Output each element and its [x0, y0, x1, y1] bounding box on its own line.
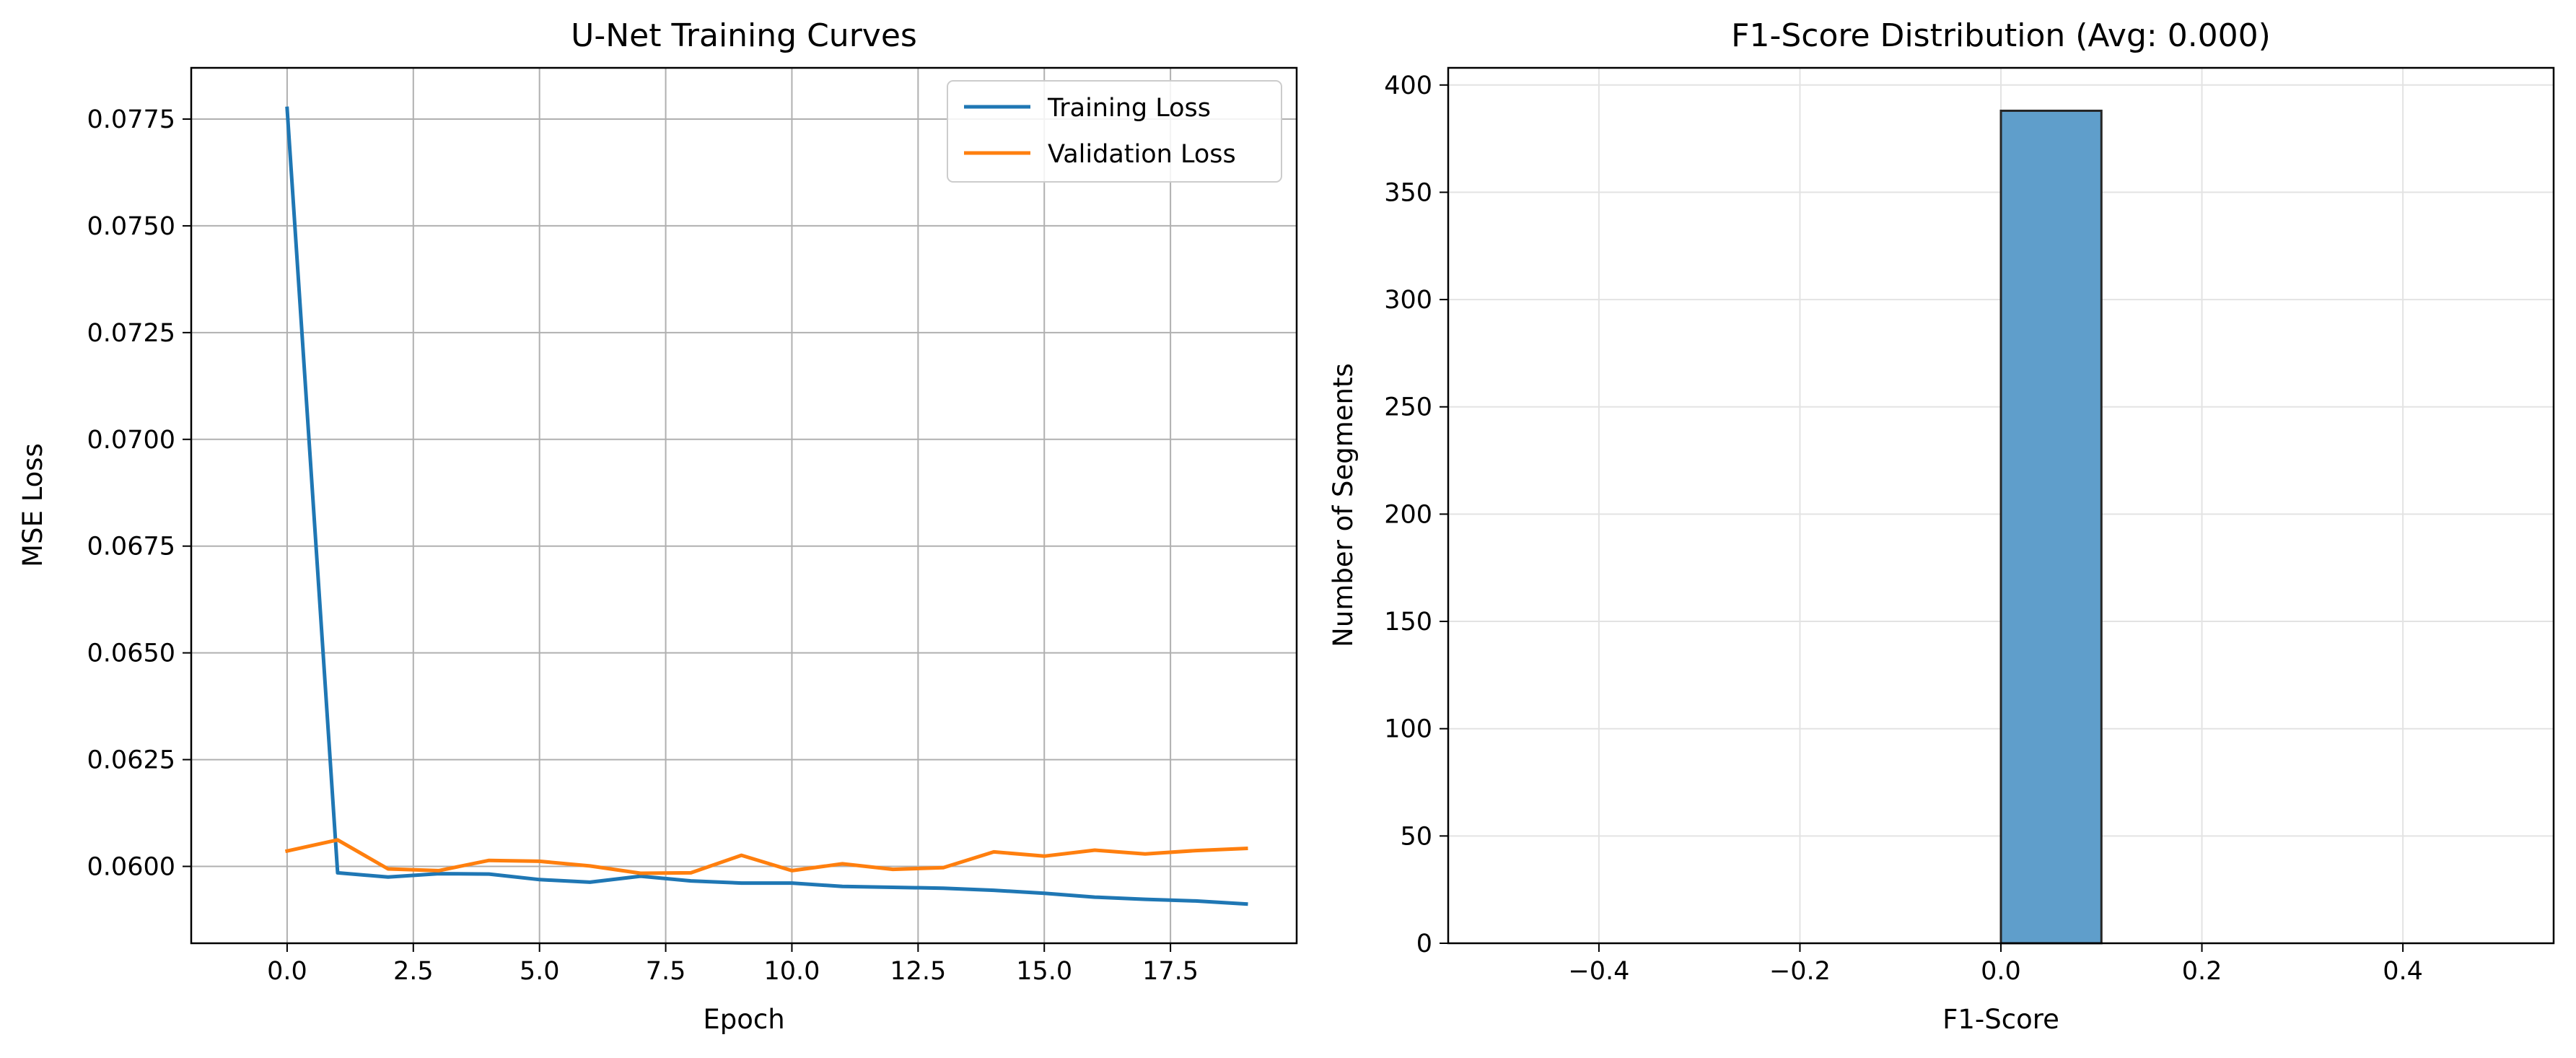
- training-y-tick-label: 0.0600: [87, 852, 175, 881]
- histogram-y-tick-label: 100: [1384, 715, 1432, 744]
- loss-lines: [284, 106, 1248, 906]
- histogram-bar: [1999, 109, 2103, 945]
- histogram-y-tick-label: 150: [1384, 608, 1432, 637]
- training-y-ticks: 0.0600 0.0625 0.0650 0.0675 0.0700 0.0725 0.07…: [87, 105, 191, 881]
- histogram-y-tick-label: 250: [1384, 393, 1432, 422]
- training-x-axis-label: Epoch: [703, 1004, 784, 1035]
- histogram-y-axis-label: Number of Segments: [1328, 363, 1359, 647]
- legend-label-validation: Validation Loss: [1048, 140, 1236, 169]
- training-y-tick-label: 0.0625: [87, 746, 175, 775]
- histogram-bars: [1999, 109, 2103, 945]
- training-curves-chart: 0.0 2.5 5.0 7.5 10.0 12.5 15.0 17.5 0.0600 0.062…: [17, 17, 1298, 1035]
- training-y-tick-label: 0.0750: [87, 212, 175, 241]
- histogram-y-tick-label: 350: [1384, 178, 1432, 207]
- training-y-tick-label: 0.0700: [87, 426, 175, 455]
- histogram-x-tick-label: −0.2: [1769, 957, 1831, 986]
- training-x-tick-label: 7.5: [646, 957, 686, 986]
- training-legend: Training Loss Validation Loss: [947, 80, 1282, 183]
- histogram-x-tick-label: −0.4: [1568, 957, 1629, 986]
- training-x-tick-label: 17.5: [1142, 957, 1199, 986]
- histogram-y-ticks: 0 50 100 150 200 250 300 350 400: [1384, 71, 1448, 958]
- training-x-tick-label: 0.0: [267, 957, 307, 986]
- training-y-tick-label: 0.0775: [87, 105, 175, 134]
- training-x-ticks: 0.0 2.5 5.0 7.5 10.0 12.5 15.0 17.5: [267, 943, 1199, 986]
- training-x-tick-label: 12.5: [890, 957, 946, 986]
- validation-loss-line: [284, 838, 1248, 875]
- histogram-x-tick-label: 0.0: [1981, 957, 2021, 986]
- histogram-x-ticks: −0.4 −0.2 0.0 0.2 0.4: [1568, 943, 2423, 986]
- training-y-axis-label: MSE Loss: [17, 443, 48, 567]
- training-y-tick-label: 0.0725: [87, 319, 175, 348]
- histogram-chart-title: F1-Score Distribution (Avg: 0.000): [1731, 17, 2271, 54]
- training-chart-title: U-Net Training Curves: [571, 17, 917, 54]
- histogram-y-tick-label: 200: [1384, 500, 1432, 529]
- training-x-tick-label: 10.0: [763, 957, 820, 986]
- training-grid: [191, 68, 1297, 943]
- histogram-y-tick-label: 300: [1384, 286, 1432, 315]
- training-y-tick-label: 0.0675: [87, 533, 175, 561]
- training-x-tick-label: 5.0: [520, 957, 560, 986]
- histogram-x-tick-label: 0.4: [2383, 957, 2423, 986]
- histogram-x-axis-label: F1-Score: [1942, 1004, 2059, 1035]
- f1-distribution-chart: −0.4 −0.2 0.0 0.2 0.4 0 50 100 150 200 250 300 350 4…: [1328, 17, 2555, 1035]
- histogram-x-tick-label: 0.2: [2182, 957, 2222, 986]
- histogram-y-tick-label: 50: [1400, 822, 1432, 851]
- training-y-tick-label: 0.0650: [87, 639, 175, 668]
- training-axes-frame: [190, 66, 1298, 945]
- training-x-tick-label: 2.5: [393, 957, 434, 986]
- legend-label-training: Training Loss: [1047, 94, 1211, 123]
- legend-box: [947, 80, 1282, 183]
- training-x-tick-label: 15.0: [1016, 957, 1072, 986]
- histogram-y-tick-label: 0: [1416, 930, 1432, 958]
- histogram-y-tick-label: 400: [1384, 71, 1432, 100]
- training-loss-line: [285, 106, 1248, 906]
